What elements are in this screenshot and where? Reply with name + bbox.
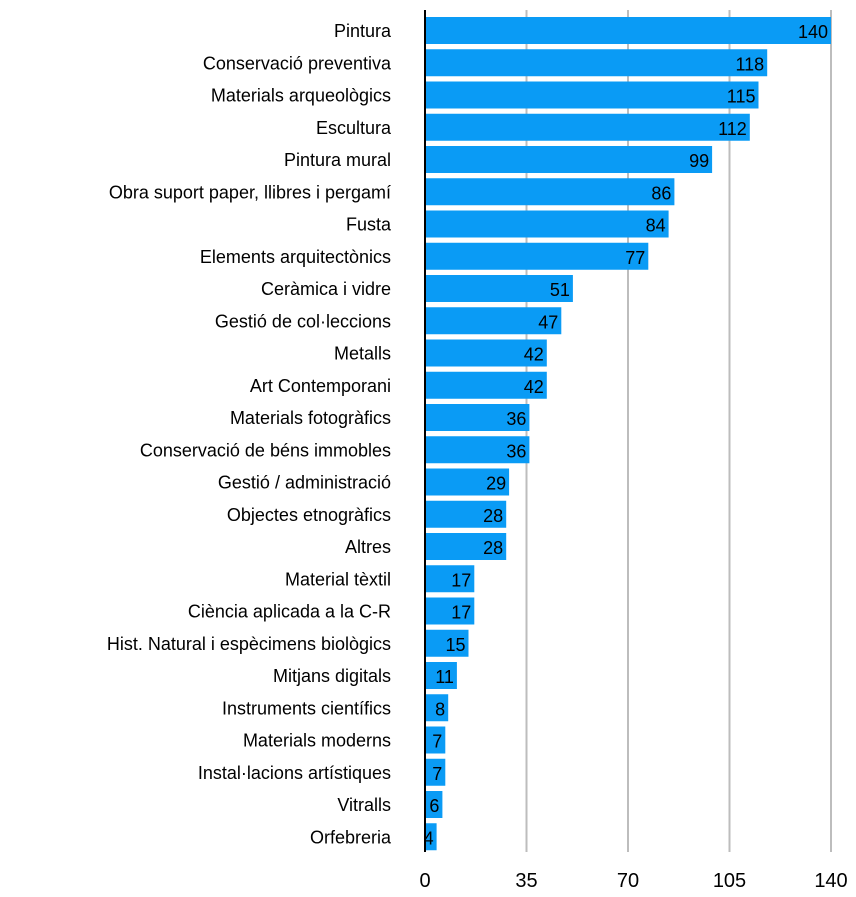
value-label: 28 [483, 506, 503, 526]
category-label: Materials arqueològics [211, 86, 391, 106]
bar [425, 275, 573, 302]
bar [425, 791, 443, 818]
x-tick-label: 0 [419, 870, 430, 892]
bar [425, 81, 759, 109]
x-tick-label: 140 [814, 870, 847, 892]
category-label: Material tèxtil [285, 569, 391, 589]
category-label: Fusta [346, 215, 392, 235]
value-label: 42 [524, 345, 544, 365]
bar [425, 210, 669, 238]
value-label: 36 [506, 409, 526, 429]
value-label: 99 [689, 151, 709, 171]
category-label: Materials fotogràfics [230, 408, 391, 428]
value-label: 28 [483, 538, 503, 558]
value-label: 86 [651, 183, 671, 203]
bar [425, 17, 831, 44]
value-label: 7 [432, 764, 442, 784]
value-label: 7 [432, 732, 442, 752]
x-tick-label: 70 [617, 870, 639, 892]
value-label: 84 [646, 216, 666, 236]
bar [425, 726, 446, 754]
category-label: Conservació preventiva [203, 53, 392, 73]
bar [425, 242, 649, 270]
value-label: 77 [625, 248, 645, 268]
x-tick-label: 35 [515, 870, 537, 892]
bar [425, 823, 437, 851]
value-label: 115 [727, 87, 756, 107]
value-label: 11 [435, 667, 454, 687]
value-label: 36 [506, 441, 526, 461]
bar [425, 146, 713, 173]
value-label: 47 [538, 312, 558, 332]
x-axis-tick-labels: 0 35 70 105 140 [419, 870, 847, 892]
bar [425, 339, 547, 367]
category-label: Orfebreria [310, 827, 392, 847]
category-label: Instal·lacions artístiques [198, 763, 391, 783]
value-label: 8 [435, 699, 445, 719]
category-label: Ceràmica i vidre [261, 279, 391, 299]
value-label: 118 [735, 54, 764, 74]
category-label: Instruments científics [222, 698, 391, 718]
bar [425, 500, 507, 528]
bar [425, 565, 475, 593]
category-labels: Pintura Conservació preventiva Materials a… [107, 21, 392, 847]
category-label: Gestió de col·leccions [215, 311, 391, 331]
bar [425, 49, 768, 77]
value-label: 4 [424, 828, 434, 848]
category-label: Obra suport paper, llibres i pergamí [109, 182, 391, 202]
bar [425, 436, 530, 464]
bar [425, 371, 547, 399]
category-label: Objectes etnogràfics [227, 505, 391, 525]
bar [425, 758, 446, 786]
value-label: 15 [445, 635, 465, 655]
category-label: Gestió / administració [218, 473, 391, 493]
category-label: Metalls [334, 344, 391, 364]
bars [425, 17, 831, 851]
x-tick-label: 105 [713, 870, 746, 892]
category-label: Pintura mural [284, 150, 391, 170]
bar [425, 307, 562, 335]
category-label: Conservació de béns immobles [140, 440, 391, 460]
category-label: Pintura [334, 21, 392, 41]
category-label: Ciència aplicada a la C-R [188, 602, 391, 622]
bar [425, 404, 530, 431]
bar [425, 662, 457, 689]
category-label: Escultura [316, 118, 392, 138]
bar [425, 178, 675, 206]
category-label: Hist. Natural i espècimens biològics [107, 634, 391, 654]
value-label: 42 [524, 377, 544, 397]
category-label: Altres [345, 537, 391, 557]
value-label: 17 [451, 570, 471, 590]
category-label: Materials moderns [243, 731, 391, 751]
value-labels: 1401181151129986847751474242363629282817… [424, 22, 828, 848]
category-label: Vitralls [337, 795, 391, 815]
bar [425, 113, 750, 141]
category-label: Art Contemporani [250, 376, 391, 396]
bar [425, 597, 475, 625]
value-label: 51 [550, 280, 570, 300]
bar [425, 694, 449, 722]
value-label: 6 [429, 796, 439, 816]
bar [425, 533, 507, 560]
value-label: 17 [451, 603, 471, 623]
value-label: 112 [718, 119, 747, 139]
category-label: Mitjans digitals [273, 666, 391, 686]
bar [425, 468, 510, 496]
value-label: 140 [798, 22, 828, 42]
value-label: 29 [486, 474, 506, 494]
bar [425, 629, 469, 657]
category-label: Elements arquitectònics [200, 247, 391, 267]
